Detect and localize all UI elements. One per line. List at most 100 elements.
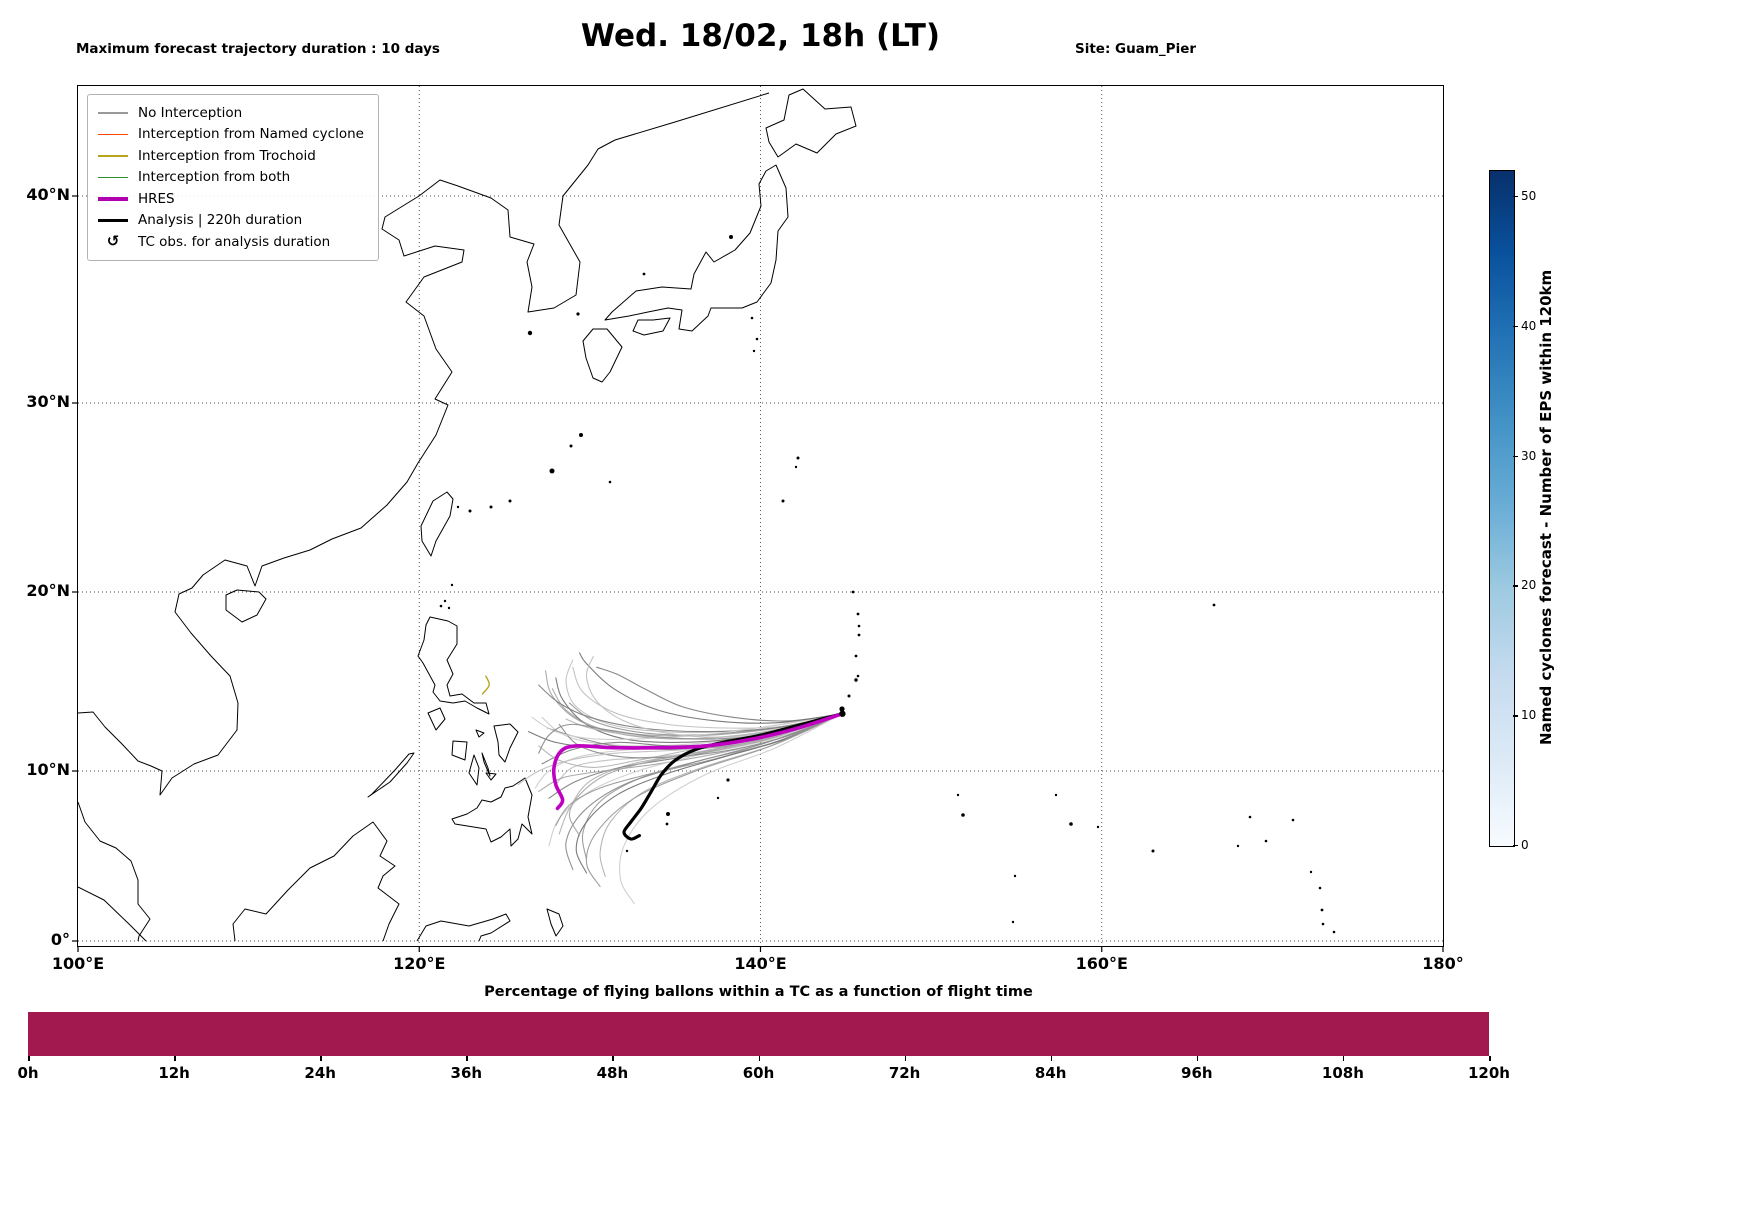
island-dot [1013,874,1017,878]
legend-item: Interception from both [98,167,364,189]
coastline-asia-mainland [77,92,770,796]
island-dot [857,624,861,628]
island-dot [857,633,861,637]
coastline-hokkaido [765,88,857,158]
coastline-mindanao [451,777,533,847]
colorbar-tick-label: 0 [1521,838,1529,852]
coastline-masbate [475,729,485,738]
island-dot [956,793,960,797]
bottom-tick [612,1056,614,1061]
island-dot [642,272,646,276]
island-dot [1054,793,1058,797]
legend-line-swatch [98,197,128,201]
legend-label: No Interception [138,104,243,121]
legend-item: Interception from Named cyclone [98,124,364,146]
x-tick-label: 160°E [1075,954,1128,973]
island-dot [1212,603,1216,607]
island-dot [1291,818,1295,822]
hres-track [551,711,845,811]
coastline-sumatra [77,886,147,942]
island-dot [794,465,798,469]
legend-item: Analysis | 220h duration [98,210,364,232]
colorbar-label: Named cyclones forecast - Number of EPS … [1537,269,1555,746]
ensemble-track [596,666,843,722]
bottom-tick-label: 0h [17,1064,39,1082]
island-dot [447,606,451,610]
island-dot [750,316,754,320]
bottom-tick [466,1056,468,1061]
y-tick-label: 20°N [26,581,70,600]
coastlines [77,88,857,942]
colorbar-tick-label: 10 [1521,708,1537,723]
coastline-kyushu [582,328,623,383]
bottom-tick-label: 108h [1321,1064,1364,1082]
island-dot [781,499,785,503]
bottom-tick [758,1056,760,1061]
legend-item: No Interception [98,102,364,124]
island-dot [665,822,669,826]
ensemble-track [572,666,843,729]
coastline-luzon [417,616,490,715]
legend-item: Interception from Trochoid [98,145,364,167]
bottom-tick-label: 120h [1468,1064,1510,1082]
island-dot [729,235,733,239]
ensemble-track [599,713,843,877]
island-dot [666,812,670,816]
ensemble-track [538,684,843,733]
coastline-samar-leyte [493,723,519,763]
ensemble-track [548,713,843,799]
map-legend: No Interception Interception from Named c… [87,94,379,261]
bottom-tick [174,1056,176,1061]
island-dot [1069,822,1073,826]
island-dot [625,849,629,853]
legend-line-swatch [98,112,128,114]
island-dot [716,796,720,800]
bottom-tick-label: 60h [742,1064,775,1082]
legend-line-swatch [98,176,128,178]
x-tick-label: 140°E [734,954,787,973]
legend-item: ↺ TC obs. for analysis duration [98,231,364,253]
bottom-chart-title: Percentage of flying ballons within a TC… [484,984,1033,1000]
y-tick-label: 0° [50,930,70,949]
coastline-hainan [225,589,267,623]
legend-line-swatch [98,133,128,135]
island-dot [579,433,583,437]
colorbar-tick-label: 30 [1521,448,1537,463]
track-start-point [839,710,846,717]
coastline-bohol [485,772,497,781]
coastline-taiwan [420,491,454,557]
x-tick-label: 120°E [393,954,446,973]
legend-label: HRES [138,190,175,207]
bottom-tick-label: 48h [596,1064,629,1082]
island-dot [1248,815,1252,819]
island-dot [456,505,460,509]
trochoid-track [481,675,490,695]
island-dot [468,509,472,513]
colorbar-tick [1513,845,1518,847]
island-dot [549,468,555,474]
island-dot [1264,839,1268,843]
bottom-chart-bar [28,1012,1489,1056]
island-dot [854,678,858,682]
coastline-honshu [604,164,789,332]
island-dot [1332,930,1336,934]
colorbar-tick [1513,195,1518,198]
coastline-borneo [232,821,400,942]
coastline-negros [468,754,480,786]
island-dot [489,505,493,509]
colorbar-tick [1513,325,1518,328]
island-dot [576,312,580,316]
colorbar-tick-label: 40 [1521,318,1537,333]
colorbar-tick [1513,455,1518,457]
island-dot [961,813,965,817]
coastline-palawan [367,752,415,798]
island-dot [1309,870,1313,874]
island-dot [608,480,612,484]
ensemble-track [565,713,843,871]
legend-line-swatch [98,155,128,157]
map-canvas [72,86,1444,952]
header-right-line: Site: Guam_Pier [1075,41,1197,57]
bottom-tick [1342,1056,1345,1061]
colorbar [1489,170,1515,847]
